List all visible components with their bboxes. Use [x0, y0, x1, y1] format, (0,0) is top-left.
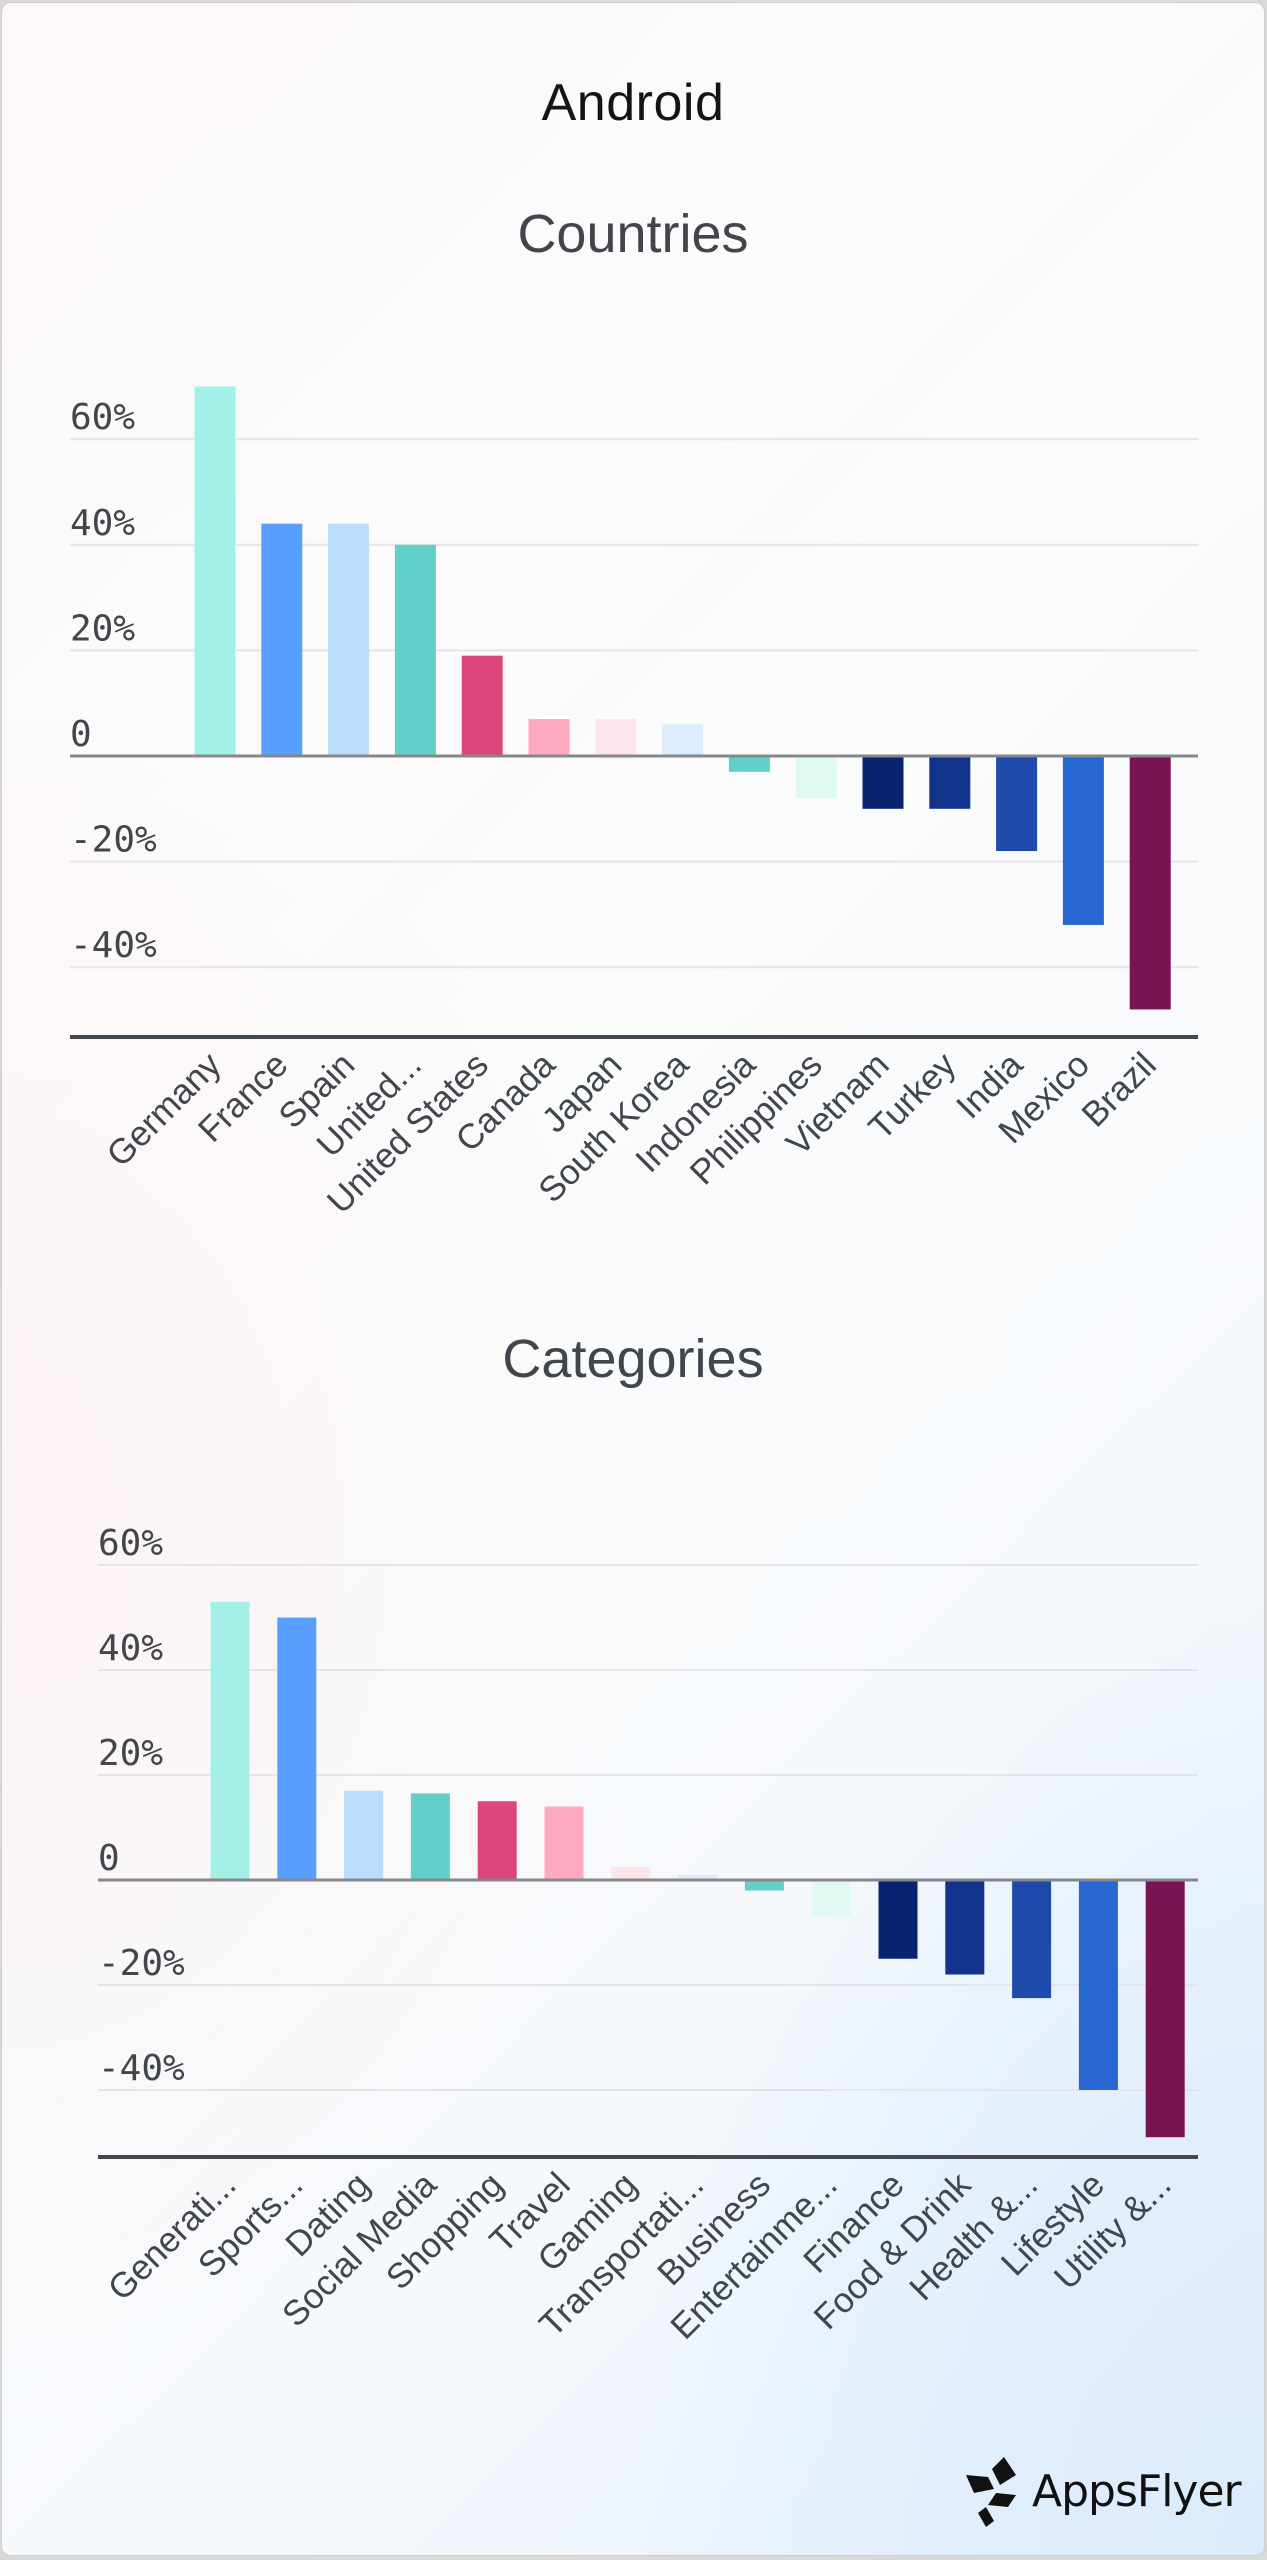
bar-health[interactable] — [1012, 1880, 1052, 1999]
bar-philippines[interactable] — [795, 756, 837, 799]
bar-generati[interactable] — [210, 1601, 250, 1880]
bar-shopping[interactable] — [477, 1801, 517, 1880]
bar-business[interactable] — [744, 1880, 784, 1891]
bar-social-media[interactable] — [410, 1793, 450, 1880]
bar-gaming[interactable] — [611, 1866, 651, 1880]
y-tick-label: -40% — [98, 2048, 185, 2089]
bar-japan[interactable] — [595, 719, 637, 756]
bar-spain[interactable] — [328, 523, 370, 756]
categories-chart-title: Categories — [502, 1329, 764, 1389]
y-tick-label: -20% — [98, 1943, 185, 1984]
y-tick-label: 60% — [70, 397, 135, 438]
brand-name: AppsFlyer — [1032, 2465, 1242, 2517]
y-tick-label: 60% — [98, 1523, 163, 1564]
bar-entertainme[interactable] — [811, 1880, 851, 1917]
appsflyer-logo-icon — [966, 2457, 1016, 2527]
bar-transportati[interactable] — [678, 1874, 718, 1880]
categories-bar-chart: -40%-20%020%40%60%Generati...Sports...Da… — [98, 1523, 1198, 2347]
y-tick-label: 20% — [70, 608, 135, 649]
bar-south-korea[interactable] — [662, 724, 704, 756]
bar-canada[interactable] — [528, 719, 570, 756]
bar-brazil[interactable] — [1129, 756, 1171, 1010]
countries-bar-chart: -40%-20%020%40%60%GermanyFranceSpainUnit… — [70, 386, 1198, 1221]
y-tick-label: 0 — [98, 1838, 120, 1879]
bar-sports[interactable] — [277, 1617, 317, 1881]
y-tick-label: -40% — [70, 925, 157, 966]
bar-travel[interactable] — [544, 1806, 584, 1881]
bar-mexico[interactable] — [1062, 756, 1104, 925]
countries-chart-title: Countries — [517, 204, 749, 264]
bar-germany[interactable] — [194, 386, 236, 756]
y-tick-label: 0 — [70, 714, 92, 755]
appsflyer-logo: AppsFlyer — [964, 2453, 1242, 2529]
bar-united-states[interactable] — [461, 655, 503, 756]
bar-utility[interactable] — [1145, 1880, 1185, 2138]
y-tick-label: 20% — [98, 1733, 163, 1774]
bar-vietnam[interactable] — [862, 756, 904, 809]
page-title: Android — [541, 74, 725, 132]
bar-finance[interactable] — [878, 1880, 918, 1959]
y-tick-label: -20% — [70, 820, 157, 861]
bar-turkey[interactable] — [929, 756, 971, 809]
bar-france[interactable] — [261, 523, 303, 756]
bar-indonesia[interactable] — [728, 756, 770, 772]
bar-india[interactable] — [996, 756, 1038, 852]
bar-united[interactable] — [394, 544, 436, 756]
bar-dating[interactable] — [344, 1790, 384, 1880]
y-tick-label: 40% — [98, 1628, 163, 1669]
bar-lifestyle[interactable] — [1078, 1880, 1118, 2090]
bar-food-drink[interactable] — [945, 1880, 985, 1975]
y-tick-label: 40% — [70, 503, 135, 544]
